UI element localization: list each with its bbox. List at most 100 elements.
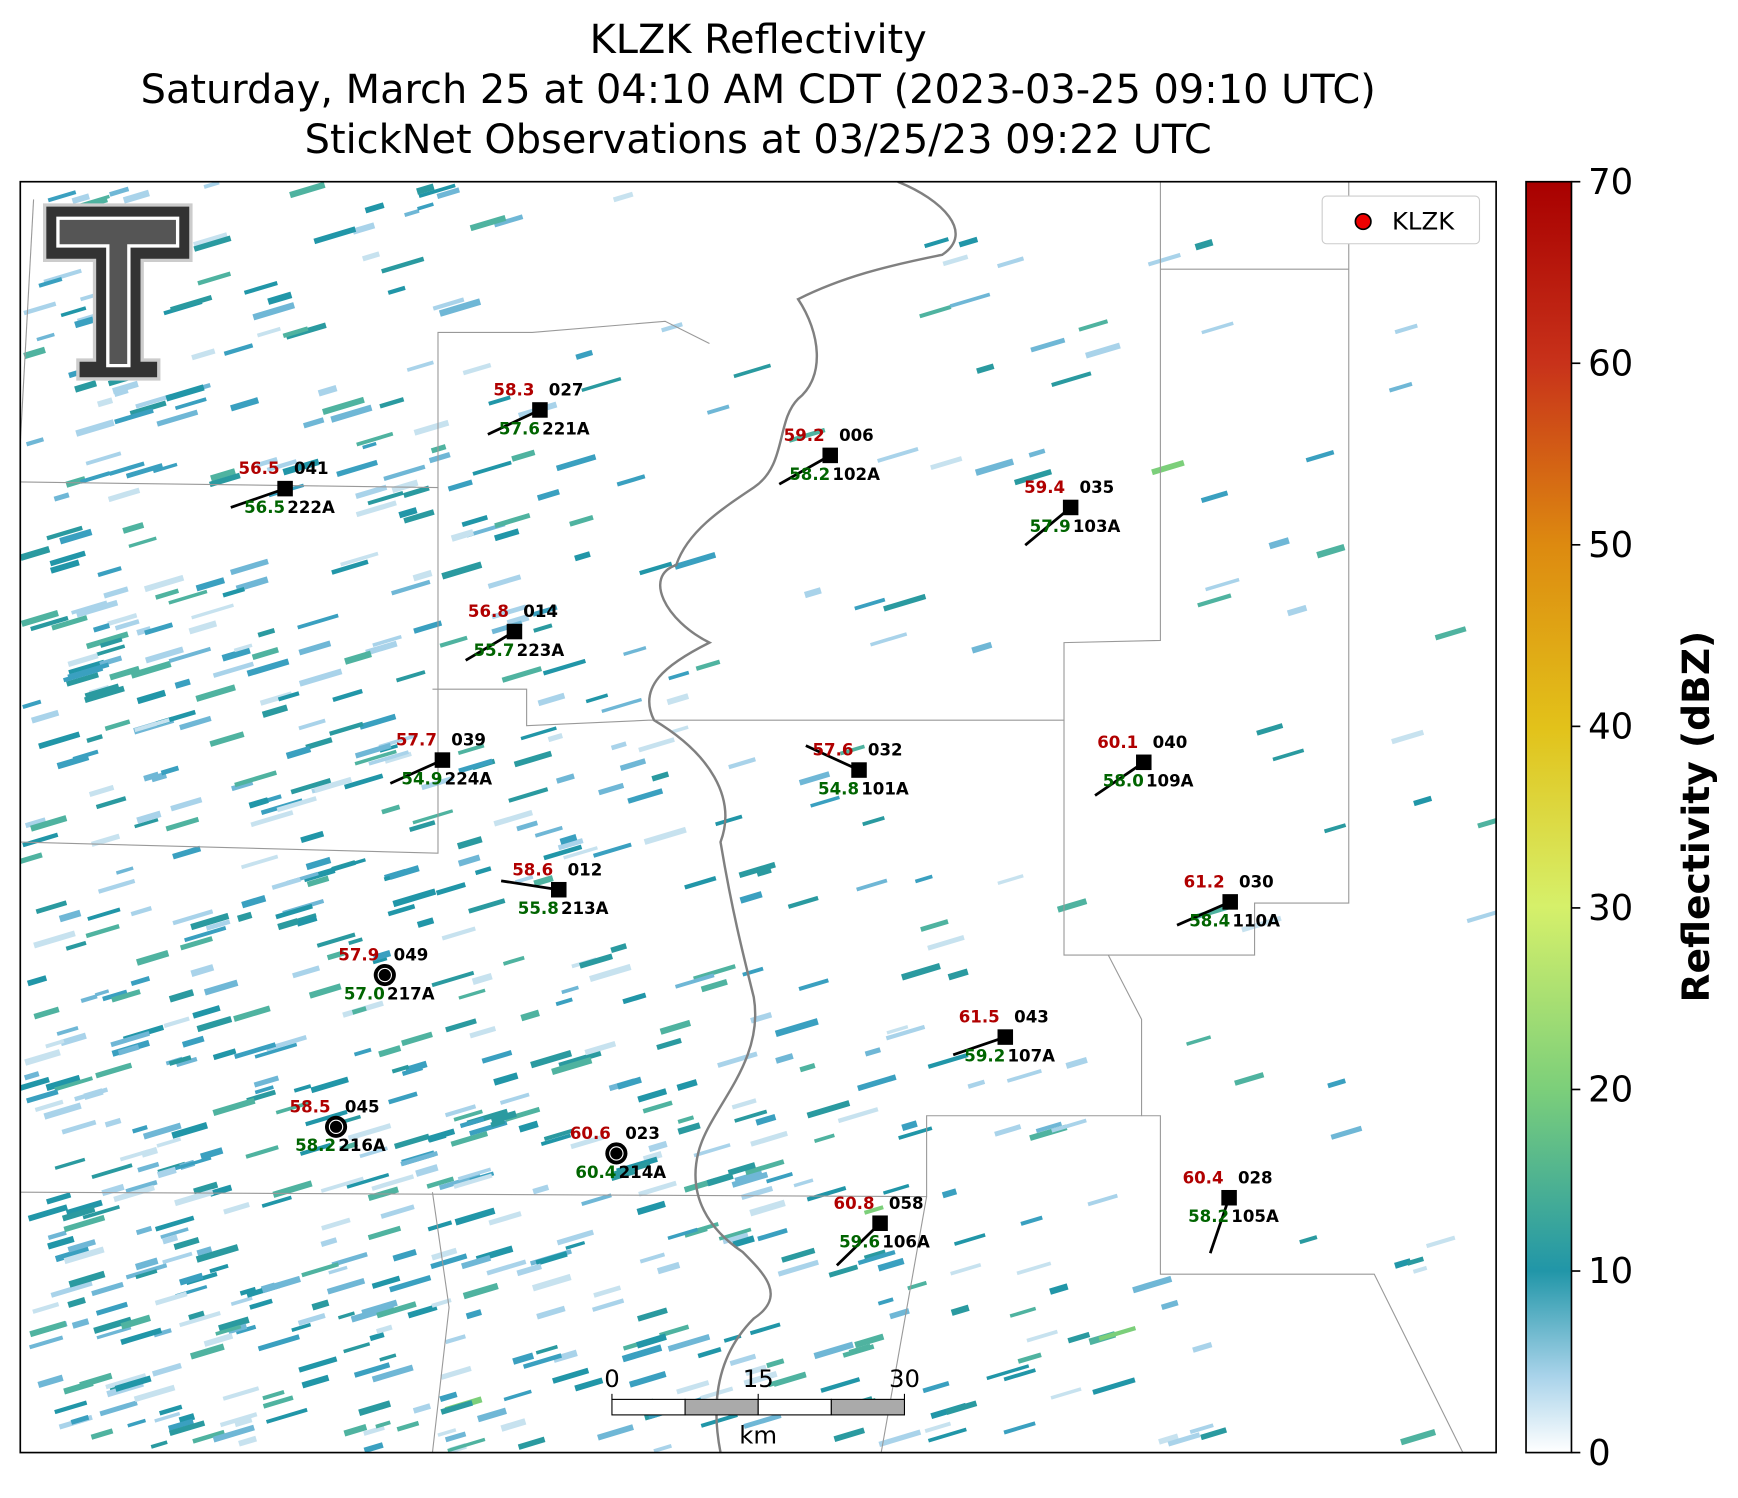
wind-barb: [805, 744, 860, 772]
station-name: 221A: [542, 419, 590, 438]
radar-echo: [512, 1352, 535, 1365]
radar-echo: [359, 1146, 388, 1159]
radar-echo: [282, 458, 320, 476]
radar-echo: [371, 1364, 414, 1383]
radar-echo: [378, 1045, 402, 1058]
radar-echo: [1098, 1325, 1137, 1341]
radar-echo: [212, 1424, 255, 1443]
radar-echo: [326, 950, 345, 961]
radar-echo: [728, 757, 756, 770]
radar-echo: [246, 658, 290, 677]
radar-echo: [97, 566, 122, 578]
station-marker: [324, 1115, 348, 1138]
radar-echo: [469, 1025, 497, 1039]
map-frame: [19, 180, 1497, 1454]
radar-echo: [745, 1364, 767, 1376]
radar-echo: [677, 1115, 695, 1124]
radar-echo: [375, 1420, 391, 1429]
radar-echo: [869, 632, 908, 647]
radar-echo: [395, 670, 426, 683]
radar-echo: [175, 1056, 198, 1068]
radar-echo: [878, 1429, 922, 1447]
radar-echo: [793, 1178, 814, 1188]
radar-echo: [536, 1305, 566, 1320]
radar-echo: [885, 1024, 926, 1041]
radar-echo: [317, 385, 338, 397]
radar-echo: [26, 975, 48, 987]
radar-echo: [677, 1122, 701, 1135]
radar-echo: [114, 1375, 152, 1392]
radar-echo: [450, 1130, 489, 1147]
radar-echo: [941, 1188, 958, 1199]
radar-echo: [96, 644, 126, 657]
radar-echo: [36, 332, 55, 342]
radar-echo: [574, 551, 591, 562]
radar-echo: [191, 348, 216, 361]
radar-echo: [75, 599, 119, 618]
radar-echo: [71, 1318, 90, 1329]
logo-shape: [56, 216, 180, 368]
radar-echo: [298, 1356, 338, 1373]
radar-echo: [413, 419, 450, 436]
radar-echo: [441, 926, 476, 941]
radar-echo: [257, 628, 276, 638]
temperature: 60.1: [1097, 733, 1138, 752]
colorbar-ramp: [1525, 180, 1573, 1454]
radar-echo: [24, 817, 47, 829]
radar-echo: [592, 842, 632, 858]
radar-echo: [266, 459, 298, 473]
radar-echo: [994, 1124, 1022, 1137]
radar-echo: [412, 1403, 431, 1414]
radar-echo: [120, 1314, 151, 1330]
colorbar-tick-label: 40: [1588, 707, 1633, 748]
radar-echo: [610, 943, 628, 953]
radar-echo: [742, 966, 764, 977]
wind-barb: [1176, 900, 1231, 927]
radar-echo: [612, 191, 634, 203]
radar-echo: [298, 718, 326, 731]
radar-echo: [1268, 537, 1290, 550]
radar-echo: [656, 1261, 681, 1275]
station-marker: [373, 963, 396, 987]
radar-echo: [534, 825, 563, 838]
radar-echo: [351, 1006, 367, 1015]
radar-echo: [1030, 337, 1066, 353]
radar-echo: [49, 559, 80, 574]
station-marker: [277, 480, 293, 497]
radar-echo: [857, 1074, 897, 1092]
radar-echo: [738, 861, 776, 879]
radar-echo: [171, 1122, 208, 1139]
radar-echo: [117, 1044, 140, 1056]
radar-echo: [537, 692, 566, 707]
radar-echo: [250, 810, 294, 828]
radar-echo: [656, 1037, 682, 1051]
radar-echo: [379, 1353, 397, 1362]
radar-echo: [132, 1125, 148, 1134]
radar-echo: [391, 579, 431, 596]
radar-echo: [806, 1186, 847, 1202]
boundaries: [20, 181, 1464, 1453]
radar-echo: [37, 1374, 64, 1389]
radar-echo: [381, 804, 401, 815]
radar-echo: [254, 1085, 274, 1095]
radar-echo: [305, 1109, 348, 1127]
radar-echo: [927, 1427, 967, 1443]
radar-echo: [104, 719, 131, 731]
temperature: 58.3: [493, 381, 534, 400]
radar-echo: [469, 214, 507, 232]
legend: KLZK: [1321, 195, 1481, 245]
radar-echo: [732, 1235, 755, 1248]
radar-echo: [1316, 543, 1346, 559]
radar-echo: [486, 1259, 527, 1276]
radar-echo: [661, 322, 683, 333]
county-line: [20, 199, 35, 444]
radar-echo: [533, 875, 554, 887]
radar-echo: [311, 1299, 330, 1311]
radar-echo: [85, 451, 122, 466]
subtitle: Saturday, March 25 at 04:10 AM CDT (2023…: [141, 67, 1376, 113]
radar-echo: [361, 251, 380, 262]
radar-echo: [51, 615, 88, 631]
radar-echo: [356, 431, 394, 447]
radar-echo: [130, 660, 172, 679]
radar-echo: [249, 1298, 273, 1310]
